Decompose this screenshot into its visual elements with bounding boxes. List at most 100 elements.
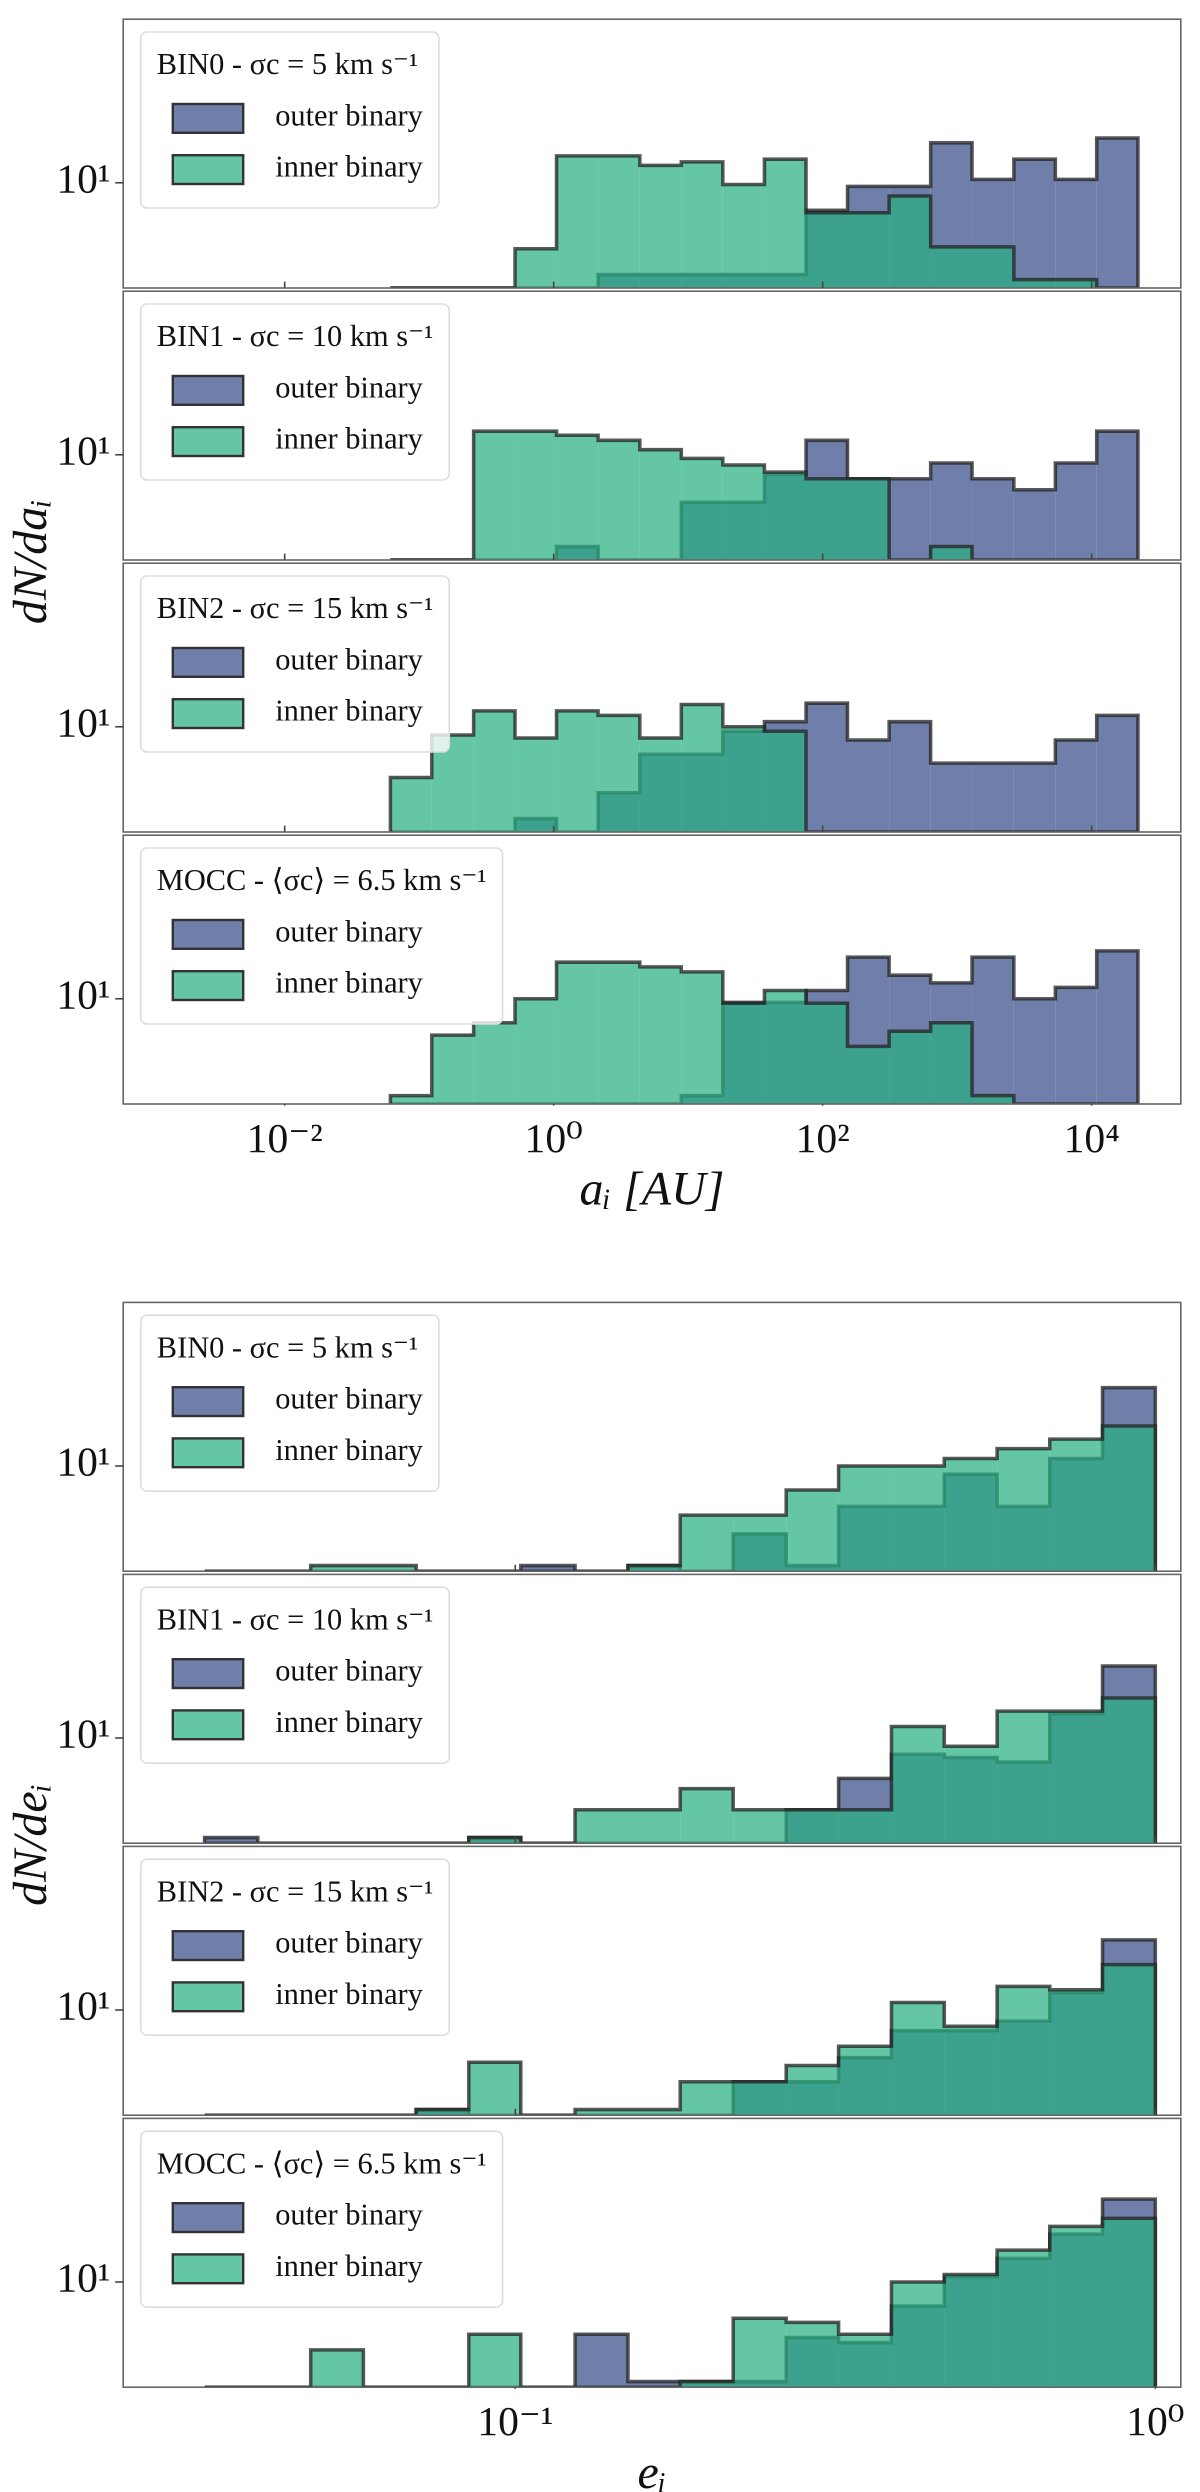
bar: [891, 1465, 945, 1572]
legend: MOCC - ⟨σc⟩ = 6.5 km s⁻¹ outer binary inne…: [140, 847, 504, 1025]
y-tick-label: 10¹: [56, 971, 110, 1017]
legend: MOCC - ⟨σc⟩ = 6.5 km s⁻¹ outer binary inne…: [140, 2130, 504, 2309]
legend-label: outer binary: [275, 1926, 423, 1960]
plot: [202, 1664, 1158, 1844]
bar-outline: [390, 136, 1140, 289]
bar: [681, 161, 723, 288]
bar: [838, 2334, 892, 2388]
bar: [1013, 279, 1056, 288]
bar: [733, 2318, 787, 2388]
bar: [1055, 987, 1097, 1104]
bar: [722, 184, 765, 288]
bar-outline: [204, 1696, 1158, 1844]
bar: [390, 777, 432, 832]
legend-title: BIN1 - σc = 10 km s⁻¹: [157, 319, 433, 353]
legend-label: outer binary: [275, 370, 423, 404]
bar: [598, 962, 640, 1104]
bar: [639, 165, 682, 288]
bar: [473, 431, 516, 560]
bar: [930, 546, 973, 560]
bar: [930, 1022, 973, 1104]
legend-title: BIN1 - σc = 10 km s⁻¹: [157, 1602, 433, 1636]
bar: [556, 435, 599, 560]
bar: [847, 212, 890, 288]
y-tick-label: 10¹: [56, 1711, 110, 1757]
y-axis-label: dN/daᵢ: [4, 499, 57, 624]
axes-frame: [122, 290, 1182, 561]
bar: [1049, 2226, 1103, 2388]
plot: [204, 1385, 1158, 1572]
bar: [786, 2322, 839, 2388]
bar: [806, 703, 848, 832]
bar: [889, 195, 931, 288]
bar: [722, 1003, 765, 1104]
bar: [997, 1986, 1050, 2116]
legend-swatch: [171, 1930, 245, 1962]
legend-label: outer binary: [275, 642, 423, 676]
bar: [575, 2334, 628, 2388]
figure-content: 10¹ BIN0 - σc = 5 km s⁻¹ outer binary inner…: [4, 18, 1184, 2492]
bar: [598, 715, 640, 832]
bar: [889, 1031, 931, 1104]
bar: [1013, 763, 1056, 832]
bar: [972, 478, 1014, 560]
bar: [891, 1726, 945, 1844]
y-tick-label: 10¹: [56, 2255, 110, 2301]
legend-title: BIN2 - σc = 15 km s⁻¹: [157, 591, 433, 625]
bar: [722, 464, 765, 560]
legend-swatch: [171, 1386, 245, 1418]
bar: [972, 957, 1014, 1104]
legend-swatch: [171, 102, 245, 135]
bar: [891, 2281, 945, 2388]
x-tick-label: 10⁰: [525, 1115, 583, 1161]
legend-label: inner binary: [275, 1433, 423, 1467]
plot: [204, 2197, 1158, 2388]
legend-title: MOCC - ⟨σc⟩ = 6.5 km s⁻¹: [157, 2146, 487, 2180]
bar: [1049, 1989, 1103, 2116]
bar: [944, 2026, 998, 2116]
y-tick-label: 10¹: [56, 699, 110, 745]
y-tick-label: 10¹: [56, 1439, 110, 1485]
bar: [944, 1746, 998, 1844]
plot: [204, 1938, 1158, 2116]
axes-frame: [122, 2117, 1182, 2389]
bar: [930, 763, 973, 832]
bar: [680, 1788, 734, 1844]
bar: [1055, 279, 1097, 288]
bar: [627, 2109, 681, 2116]
bar: [1096, 715, 1138, 832]
bar: [1013, 998, 1056, 1104]
bar: [889, 478, 931, 560]
bar: [891, 2002, 945, 2116]
bar: [1096, 950, 1138, 1104]
bar: [310, 2349, 364, 2388]
bar-outline: [204, 2216, 1158, 2388]
legend-label: inner binary: [275, 150, 423, 184]
bar: [847, 478, 890, 560]
x-tick-label: 10⁴: [1064, 1115, 1120, 1161]
bar-outline: [204, 1962, 1158, 2116]
bar: [944, 1458, 998, 1572]
legend-swatch: [171, 426, 245, 458]
bar: [639, 966, 682, 1104]
legend: BIN0 - σc = 5 km s⁻¹ outer binary inner bi…: [140, 1314, 440, 1493]
x-tick-label: 10⁻¹: [477, 2398, 553, 2444]
bar: [680, 2081, 734, 2116]
legend: BIN1 - σc = 10 km s⁻¹ outer binary inner b…: [140, 303, 451, 481]
y-axis-label: dN/deᵢ: [4, 1784, 57, 1906]
bar: [786, 1809, 839, 1844]
bar: [515, 431, 557, 560]
bar: [681, 971, 723, 1104]
legend-swatch: [171, 1658, 245, 1690]
bar: [1055, 463, 1097, 560]
bar: [764, 731, 807, 832]
bar: [416, 2109, 469, 2116]
bar: [363, 1565, 417, 1572]
bar: [598, 440, 640, 560]
x-axis-label: aᵢ [AU]: [580, 1163, 725, 1216]
bar: [838, 1809, 892, 1844]
legend-label: outer binary: [275, 98, 423, 132]
legend-label: inner binary: [275, 966, 423, 1000]
legend-label: inner binary: [275, 694, 423, 728]
